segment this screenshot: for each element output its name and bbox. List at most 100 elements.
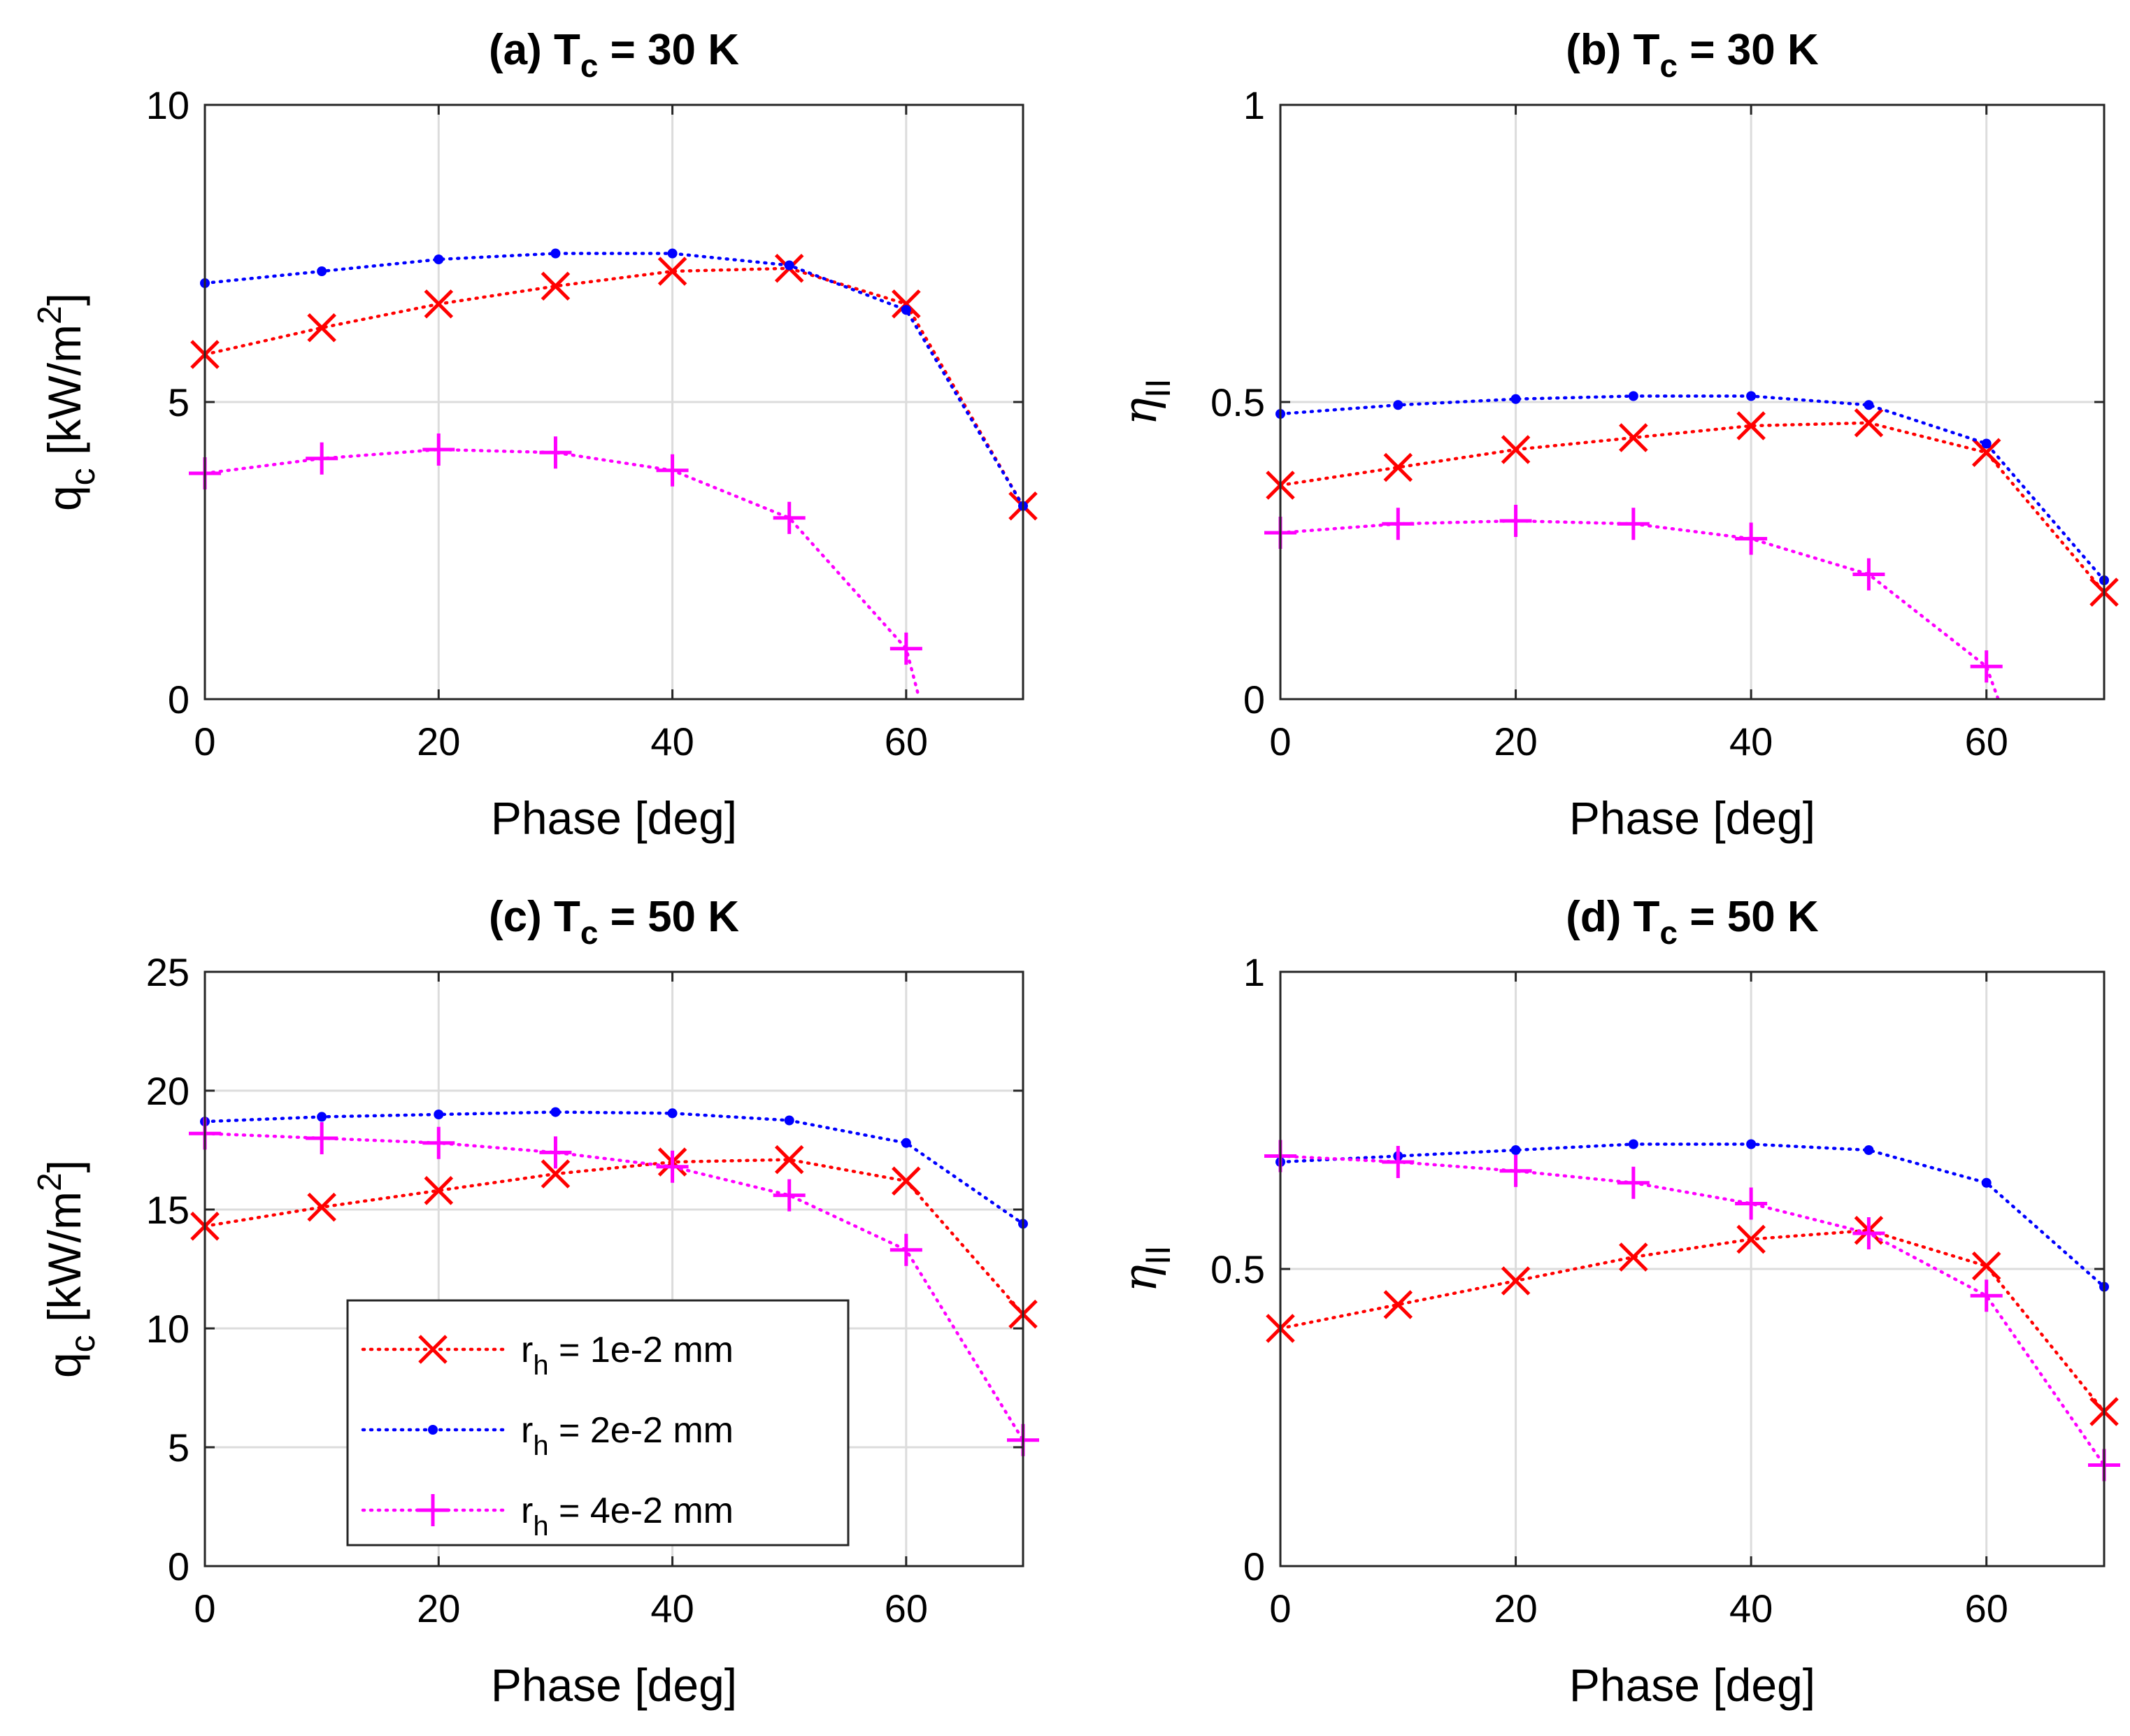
x-tick-label: 20 — [417, 719, 460, 763]
series-line — [203, 252, 1025, 508]
series-line — [1278, 421, 2106, 594]
series-line — [1278, 1228, 2106, 1414]
data-point — [1981, 1177, 1992, 1188]
subplot-4: 0 20 40 60 0 0.5 1 (d) Tc = 50 K Phase [deg] ηII — [1113, 893, 2120, 1711]
data-point — [1971, 438, 2001, 468]
data-point — [541, 1159, 571, 1189]
series-3 — [1264, 1140, 2120, 1482]
data-point — [1981, 438, 1992, 449]
series-line — [203, 266, 1025, 508]
y-tick-label: 0.5 — [1210, 380, 1265, 424]
legend-label: rh = 4e-2 mm — [521, 1491, 734, 1542]
x-axis-label: Phase [deg] — [491, 792, 737, 844]
data-point — [434, 254, 444, 264]
legend-marker — [418, 1335, 448, 1364]
x-tick-label: 0 — [194, 719, 215, 763]
data-point — [1970, 650, 2003, 683]
subplot-1: 0 20 40 60 0 5 10 (a) Tc = 30 K Phase [deg] qc [k… — [31, 26, 1038, 844]
data-point — [550, 248, 561, 259]
data-point — [773, 1179, 806, 1212]
data-point — [667, 248, 678, 259]
data-point — [1510, 394, 1521, 404]
data-point — [1619, 423, 1648, 452]
legend-label: rh = 2e-2 mm — [521, 1410, 734, 1461]
y-tick-label: 10 — [146, 83, 190, 127]
series-2 — [200, 248, 1028, 511]
legend-entry-3: rh = 4e-2 mm — [361, 1491, 734, 1542]
data-point — [784, 1115, 794, 1126]
data-point — [1852, 1217, 1885, 1249]
y-tick-label: 5 — [168, 1426, 190, 1470]
data-point — [889, 1233, 922, 1266]
series-line — [1278, 519, 2000, 699]
data-point — [539, 436, 572, 469]
x-tick-label: 40 — [1729, 719, 1773, 763]
legend-entry-2: rh = 2e-2 mm — [361, 1410, 734, 1461]
data-point — [1736, 1224, 1766, 1254]
x-tick-label: 40 — [650, 719, 694, 763]
data-point — [1854, 408, 1884, 438]
data-point — [307, 1192, 336, 1222]
subplot-3: 0 20 40 60 0 5 10 15 20 25 (c) Tc = 50 K Phase [deg… — [31, 893, 1039, 1711]
subplot-title: (b) Tc = 30 K — [1566, 26, 1819, 84]
data-point — [1510, 1145, 1521, 1155]
data-point — [1864, 400, 1874, 410]
data-point — [1736, 411, 1766, 440]
legend-marker — [428, 1425, 438, 1435]
data-point — [422, 433, 455, 466]
y-tick-label: 10 — [146, 1307, 190, 1351]
series-line — [1278, 1142, 2106, 1289]
data-point — [1499, 1154, 1532, 1187]
series-line — [1278, 394, 2106, 582]
grid — [1280, 105, 2104, 699]
data-point — [1628, 391, 1638, 401]
y-tick-label: 0 — [168, 677, 190, 722]
axes-box — [203, 970, 1024, 1568]
data-point — [889, 632, 922, 665]
data-point — [1971, 1251, 2001, 1281]
data-point — [422, 1126, 455, 1159]
x-tick-label: 60 — [885, 719, 928, 763]
y-axis-label: qc [kW/m2] — [31, 293, 102, 511]
data-point — [784, 260, 794, 271]
data-point — [1864, 1145, 1874, 1155]
data-point — [1499, 505, 1532, 537]
y-tick-label: 0 — [1243, 677, 1265, 722]
legend-box — [346, 1299, 850, 1547]
x-tick-label: 40 — [1729, 1586, 1773, 1630]
data-point — [773, 501, 806, 534]
y-tick-label: 15 — [146, 1188, 190, 1232]
y-tick-label: 0 — [1243, 1544, 1265, 1588]
series-1 — [190, 253, 1038, 521]
x-axis-label: Phase [deg] — [1569, 792, 1815, 844]
y-tick-label: 20 — [146, 1069, 190, 1113]
data-point — [892, 289, 921, 319]
subplot-title: (c) Tc = 50 K — [489, 893, 739, 951]
legend: rh = 1e-2 mm rh = 2e-2 mm rh = 4e-2 mm — [346, 1299, 850, 1547]
data-point — [1501, 1266, 1531, 1296]
x-tick-label: 60 — [1965, 719, 2008, 763]
data-point — [434, 1110, 444, 1119]
legend-label: rh = 1e-2 mm — [521, 1330, 734, 1381]
x-tick-label: 60 — [885, 1586, 928, 1630]
y-tick-label: 1 — [1243, 950, 1265, 994]
series-line — [203, 1110, 1025, 1226]
y-axis-label: qc [kW/m2] — [31, 1160, 102, 1378]
data-point — [1617, 508, 1650, 540]
data-point — [1382, 1146, 1415, 1178]
data-point — [667, 1108, 678, 1119]
x-tick-label: 60 — [1965, 1586, 2008, 1630]
data-point — [306, 1122, 338, 1154]
data-point — [424, 1176, 454, 1205]
x-tick-label: 20 — [417, 1586, 460, 1630]
series-line — [203, 1131, 1025, 1442]
y-tick-label: 25 — [146, 950, 190, 994]
series-line — [1278, 1154, 2106, 1467]
data-point — [657, 257, 687, 286]
data-point — [1852, 558, 1885, 591]
data-point — [317, 1112, 327, 1122]
data-point — [539, 1136, 572, 1169]
subplot-title: (d) Tc = 50 K — [1566, 893, 1819, 951]
series-1 — [1266, 408, 2119, 607]
